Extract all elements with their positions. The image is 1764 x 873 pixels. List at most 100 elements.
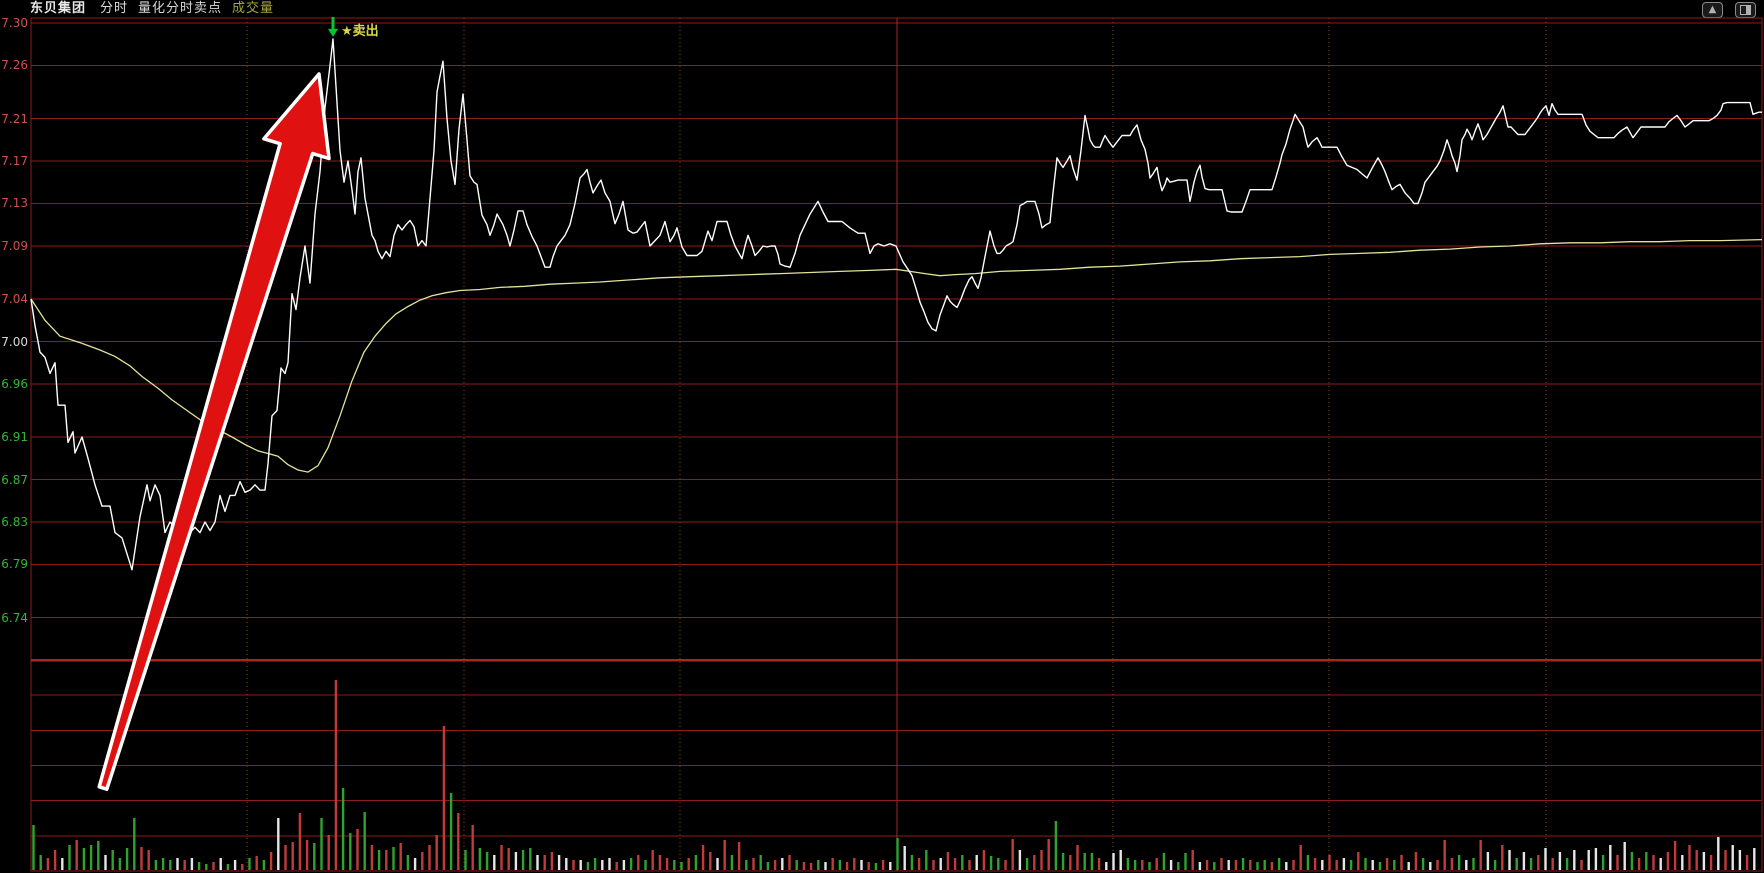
volume-bar — [1443, 840, 1446, 870]
volume-bar — [1126, 858, 1130, 870]
volume-bar — [1695, 850, 1698, 870]
volume-bar — [1457, 855, 1461, 870]
tab-fenshi[interactable]: 分时 — [100, 1, 129, 16]
volume-bar — [1169, 860, 1173, 870]
volume-bar — [478, 848, 482, 870]
volume-bar — [1724, 850, 1727, 870]
volume-bar — [1328, 855, 1331, 870]
volume-bar — [161, 858, 165, 870]
volume-bar — [925, 850, 928, 870]
volume-bar — [701, 845, 705, 870]
volume-bar — [723, 840, 726, 870]
split-panel-icon[interactable] — [1735, 2, 1756, 18]
volume-bar — [464, 850, 467, 870]
volume-bar — [874, 863, 878, 870]
volume-bar — [226, 864, 230, 870]
volume-bar — [349, 833, 352, 870]
volume-bar — [1349, 860, 1353, 870]
indicator-name[interactable]: 量化分时卖点 — [138, 1, 223, 16]
volume-bar — [1213, 862, 1216, 870]
volume-bar — [565, 858, 568, 870]
volume-bar — [32, 825, 35, 870]
sell-arrow-icon — [328, 28, 338, 37]
volume-bar — [917, 858, 921, 870]
volume-bar — [1112, 853, 1115, 870]
volume-bar — [1551, 858, 1554, 870]
volume-bar — [75, 840, 78, 870]
price-axis-label: 7.26 — [1, 58, 28, 73]
volume-bar — [1321, 860, 1324, 870]
volume-bar — [752, 858, 755, 870]
volume-bar — [1364, 858, 1367, 870]
volume-bar — [968, 860, 971, 870]
volume-bar — [435, 835, 438, 870]
volume-bar — [737, 842, 741, 870]
volume-bar — [1508, 850, 1511, 870]
chart-titlebar: 东贝集团 分时 量化分时卖点 成交量 ▲ — [0, 0, 1764, 18]
volume-bar — [1450, 858, 1454, 870]
volume-bar — [845, 862, 849, 870]
price-axis-label: 7.30 — [1, 16, 28, 30]
volume-bar — [1688, 845, 1691, 870]
volume-bar — [248, 858, 251, 870]
volume-bar — [212, 862, 215, 870]
volume-bar — [1587, 850, 1590, 870]
volume-bar — [118, 858, 122, 870]
volume-bar — [1407, 862, 1410, 870]
volume-bar — [1054, 821, 1058, 870]
volume-bar — [881, 860, 885, 870]
volume-bar — [341, 788, 345, 870]
volume-bar — [169, 860, 172, 870]
volume-bar — [1378, 862, 1382, 870]
volume-bar — [1616, 855, 1619, 870]
volume-bar — [1709, 855, 1713, 870]
volume-bar — [399, 843, 402, 870]
volume-bar — [1558, 852, 1562, 870]
volume-bar — [1263, 860, 1266, 870]
volume-bar — [1292, 860, 1295, 870]
volume-bar — [1731, 845, 1734, 870]
sell-signal-label: ★卖出 — [341, 23, 379, 39]
volume-bar — [997, 858, 1000, 870]
titlebar-icons: ▲ — [1702, 2, 1756, 18]
volume-bar — [1285, 862, 1288, 870]
volume-bar — [730, 855, 734, 870]
tab-volume[interactable]: 成交量 — [232, 1, 275, 16]
volume-bar — [197, 862, 201, 870]
volume-bar — [529, 848, 532, 870]
price-line — [30, 38, 1762, 571]
volume-bar — [1177, 862, 1180, 870]
volume-bar — [457, 813, 460, 870]
stock-name[interactable]: 东贝集团 — [30, 1, 87, 16]
volume-bar — [694, 855, 698, 870]
price-axis-label: 6.87 — [1, 472, 28, 487]
volume-bar — [853, 858, 856, 870]
volume-bar — [1162, 853, 1166, 870]
volume-bar — [205, 864, 208, 870]
volume-bar — [824, 862, 827, 870]
volume-bar — [557, 855, 561, 870]
price-axis-label: 6.83 — [1, 514, 28, 529]
volume-bar — [1681, 855, 1684, 870]
volume-bar — [1105, 862, 1108, 870]
volume-bar — [896, 838, 899, 870]
volume-bar — [82, 848, 86, 870]
volume-bar — [1630, 852, 1634, 870]
volume-bar — [89, 845, 93, 870]
volume-bar — [982, 850, 986, 870]
volume-bar — [1479, 840, 1482, 870]
volume-bar — [665, 858, 669, 870]
volume-bar — [133, 818, 136, 870]
volume-bar — [1745, 855, 1749, 870]
volume-bar — [421, 852, 424, 870]
volume-bar — [1421, 858, 1425, 870]
volume-bar — [1191, 850, 1194, 870]
volume-bar — [284, 845, 287, 870]
volume-bar — [1256, 862, 1259, 870]
volume-bar — [277, 818, 280, 870]
volume-bar — [377, 850, 381, 870]
volume-bar — [500, 845, 503, 870]
volume-bar — [831, 858, 834, 870]
volume-bar — [1011, 839, 1014, 870]
